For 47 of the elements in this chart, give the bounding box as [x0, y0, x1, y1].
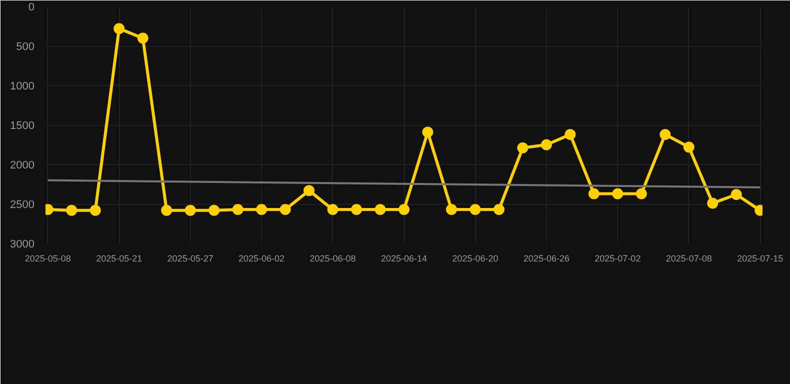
x-tick-label: 2025-06-14 [380, 254, 428, 264]
point [493, 204, 504, 216]
y-tick-label: 2500 [10, 199, 35, 211]
point [208, 204, 220, 216]
point [184, 204, 196, 216]
y-tick-label: 1500 [10, 120, 35, 132]
point [304, 185, 315, 196]
point [161, 204, 172, 216]
point [540, 139, 552, 150]
y-tick-label: 2000 [10, 160, 35, 172]
point [446, 204, 457, 216]
x-tick-label: 2025-07-08 [666, 254, 712, 264]
point [327, 204, 338, 216]
y-tick-label: 1000 [10, 80, 35, 92]
y-tick-label: 0 [28, 2, 35, 14]
point [636, 188, 647, 200]
x-tick-label: 2025-06-08 [310, 254, 356, 264]
x-tick-label: 2025-05-21 [96, 254, 142, 264]
x-tick-label: 2025-06-20 [452, 254, 498, 264]
x-tick-label: 2025-06-26 [523, 254, 570, 264]
point [612, 188, 624, 200]
x-tick-label: 2025-07-02 [594, 254, 641, 264]
point [707, 198, 718, 209]
point [351, 204, 362, 216]
point [730, 189, 742, 200]
point [114, 23, 125, 34]
point [398, 204, 410, 216]
x-tick-label: 2025-06-02 [238, 254, 285, 264]
x-tick-label: 2025-05-27 [167, 254, 214, 264]
point [422, 126, 434, 138]
point [137, 32, 148, 44]
point [660, 128, 671, 140]
point [470, 204, 481, 216]
point [517, 142, 528, 154]
point [564, 128, 576, 140]
y-tick-label: 500 [16, 41, 35, 53]
point [280, 204, 291, 216]
point [66, 204, 78, 216]
point [683, 142, 694, 153]
point [90, 204, 101, 216]
x-tick-label: 2025-05-08 [24, 254, 71, 264]
point [374, 204, 386, 216]
point [588, 188, 600, 200]
point [256, 204, 268, 216]
x-tick-label: 2025-07-15 [737, 254, 784, 264]
point [232, 204, 244, 216]
y-tick-label: 3000 [10, 238, 35, 250]
